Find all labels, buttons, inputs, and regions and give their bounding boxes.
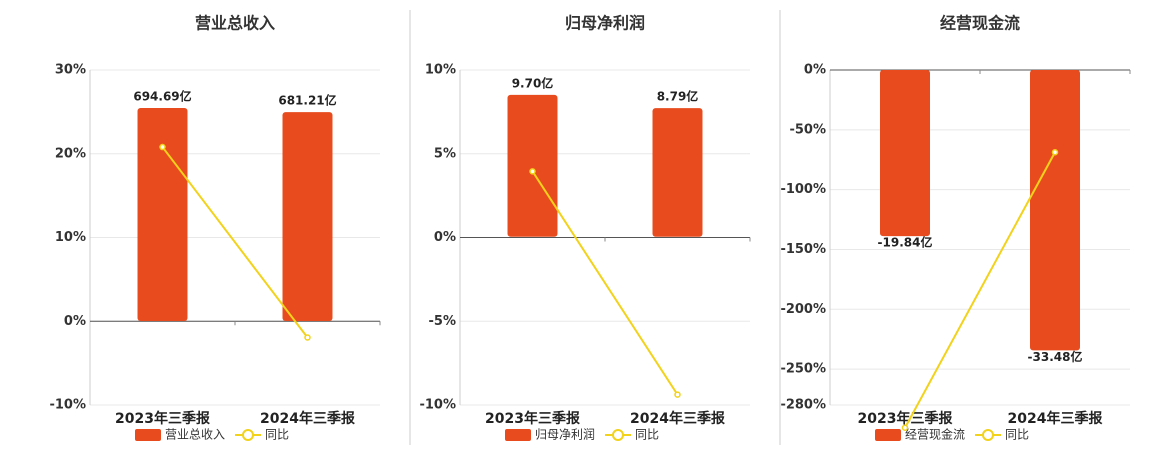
x-tick-label: 2023年三季报 bbox=[485, 410, 580, 427]
x-tick-label: 2024年三季报 bbox=[260, 410, 355, 427]
y-tick-label: 10% bbox=[425, 63, 456, 78]
chart-title: 营业总收入 bbox=[195, 14, 275, 33]
y-tick-label: 30% bbox=[55, 63, 86, 78]
line bbox=[904, 151, 1056, 429]
bar bbox=[137, 107, 188, 321]
y-tick-label: 5% bbox=[434, 146, 456, 161]
legend-swatch bbox=[875, 429, 901, 441]
line-point bbox=[529, 168, 536, 175]
line bbox=[161, 146, 309, 339]
value-label: -19.84亿 bbox=[878, 235, 933, 250]
legend-label: 同比 bbox=[635, 428, 659, 442]
legend-point bbox=[982, 429, 994, 441]
y-tick-label: -10% bbox=[49, 398, 86, 413]
y-tick-label: -250% bbox=[780, 362, 826, 377]
line-point bbox=[304, 334, 311, 341]
y-tick-label: -200% bbox=[780, 302, 826, 317]
y-tick-label: -10% bbox=[419, 398, 456, 413]
legend-swatch bbox=[505, 429, 531, 441]
line-point bbox=[674, 391, 681, 398]
chart-title: 经营现金流 bbox=[940, 14, 1020, 33]
y-tick-label: 10% bbox=[55, 230, 86, 245]
line-point bbox=[159, 143, 166, 151]
line bbox=[531, 170, 679, 396]
value-label: 9.70亿 bbox=[512, 75, 554, 90]
y-tick-label: -5% bbox=[429, 314, 456, 329]
y-tick-label: 0% bbox=[804, 63, 826, 78]
y-tick-label: 20% bbox=[55, 146, 86, 161]
y-tick-label: -280% bbox=[780, 398, 826, 413]
bar bbox=[652, 108, 703, 237]
legend-point bbox=[612, 429, 624, 441]
legend-point bbox=[242, 429, 254, 441]
legend-label: 营业总收入 bbox=[165, 428, 225, 442]
y-tick-label: 0% bbox=[64, 314, 86, 329]
y-tick-label: -50% bbox=[789, 122, 826, 137]
value-label: 8.79亿 bbox=[657, 89, 699, 104]
legend-label: 同比 bbox=[265, 428, 289, 442]
x-tick-label: 2023年三季报 bbox=[115, 410, 210, 427]
chart-title: 归母净利润 bbox=[565, 14, 645, 33]
legend-label: 经营现金流 bbox=[905, 427, 965, 442]
y-tick-label: -150% bbox=[780, 242, 826, 257]
bar bbox=[880, 70, 930, 237]
legend-swatch bbox=[135, 429, 161, 441]
y-tick-label: 0% bbox=[434, 230, 456, 245]
value-label: -33.48亿 bbox=[1028, 349, 1083, 364]
value-label: 681.21亿 bbox=[278, 93, 336, 108]
legend-label: 归母净利润 bbox=[535, 428, 595, 442]
bar bbox=[282, 112, 333, 321]
bar bbox=[1030, 70, 1080, 351]
legend-label: 同比 bbox=[1005, 428, 1029, 442]
value-label: 694.69亿 bbox=[133, 88, 191, 103]
x-tick-label: 2024年三季报 bbox=[1008, 410, 1103, 427]
line-point bbox=[1051, 149, 1059, 156]
x-tick-label: 2023年三季报 bbox=[858, 410, 953, 427]
bar bbox=[507, 94, 558, 237]
x-tick-label: 2024年三季报 bbox=[630, 410, 725, 427]
line-point bbox=[901, 424, 909, 431]
y-tick-label: -100% bbox=[780, 182, 826, 197]
